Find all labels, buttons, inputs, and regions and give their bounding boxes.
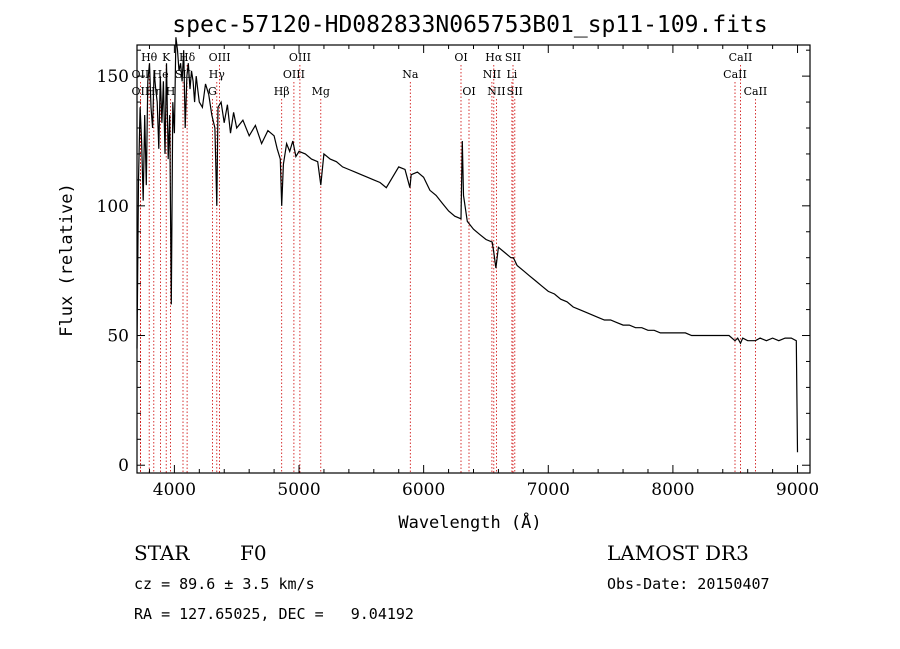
line-label-11: G <box>208 85 217 98</box>
y-axis-label: Flux (relative) <box>57 183 77 337</box>
ra-dec: RA = 127.65025, DEC = 9.04192 <box>134 605 414 623</box>
line-label-20: NII <box>483 68 501 81</box>
plot-frame <box>136 44 811 474</box>
observation-date: Obs-Date: 20150407 <box>607 575 770 593</box>
object-subclass: F0 <box>240 541 267 565</box>
line-label-2: OII <box>132 85 150 98</box>
redshift-cz: cz = 89.6 ± 3.5 km/s <box>134 575 315 593</box>
line-label-5: K <box>162 51 171 64</box>
line-label-17: OI <box>454 51 467 64</box>
x-axis-label: Wavelength (Å) <box>398 511 541 533</box>
x-axis: 4000 5000 6000 7000 8000 9000 <box>148 45 819 500</box>
x-tick-label-3: 7000 <box>527 480 570 500</box>
chart-title: spec-57120-HD082833N065753B01_sp11-109.f… <box>172 12 767 38</box>
line-label-24: SII <box>507 85 523 98</box>
object-class: STAR <box>134 541 190 565</box>
line-label-26: CaII <box>723 68 747 81</box>
y-tick-label-2: 100 <box>97 197 129 217</box>
x-tick-label-0: 4000 <box>153 480 196 500</box>
line-label-23: Li <box>506 68 517 81</box>
line-label-18: OI <box>462 85 475 98</box>
y-tick-label-0: 0 <box>118 456 129 476</box>
line-label-13: OIII <box>283 68 305 81</box>
line-label-9: OIII <box>209 51 231 64</box>
line-label-12: Hβ <box>274 85 290 98</box>
line-label-27: CaII <box>744 85 768 98</box>
line-label-21: NII <box>487 85 505 98</box>
line-label-15: Mg <box>312 85 330 98</box>
y-axis: 0 50 100 150 <box>97 49 810 476</box>
x-tick-label-1: 5000 <box>277 480 320 500</box>
line-label-10: Hγ <box>209 68 226 81</box>
spectral-line-markers <box>139 65 756 473</box>
line-label-4: He <box>153 68 169 81</box>
x-tick-label-2: 6000 <box>402 480 445 500</box>
x-tick-label-4: 8000 <box>651 480 694 500</box>
line-label-19: Hα <box>485 51 503 64</box>
line-label-22: SII <box>505 51 521 64</box>
line-label-0: Hθ <box>141 51 158 64</box>
line-label-8: Hδ <box>179 51 196 64</box>
survey-name: LAMOST DR3 <box>607 541 749 565</box>
x-tick-label-5: 9000 <box>776 480 819 500</box>
line-label-16: Na <box>402 68 419 81</box>
line-label-14: OIII <box>289 51 311 64</box>
y-tick-label-1: 50 <box>107 327 129 347</box>
y-tick-label-3: 150 <box>97 67 129 87</box>
line-label-6: H <box>166 85 176 98</box>
spectrum-series-line <box>136 37 799 453</box>
line-label-25: CaII <box>729 51 753 64</box>
line-label-1: OII <box>132 68 150 81</box>
